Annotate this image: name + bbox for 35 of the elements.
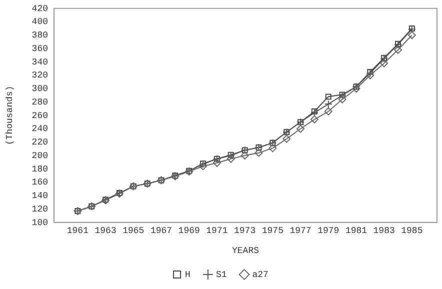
y-tick-label: 280 — [32, 97, 48, 108]
y-tick-label: 240 — [32, 124, 48, 134]
y-tick-label: 160 — [32, 178, 48, 188]
y-axis-title: (Thousands) — [4, 86, 15, 146]
x-tick-label: 1979 — [318, 226, 340, 236]
legend-label: S1 — [216, 270, 227, 280]
y-tick-label: 140 — [32, 191, 48, 202]
y-tick-label: 180 — [32, 164, 48, 174]
y-tick-label: 420 — [32, 4, 48, 14]
y-tick-label: 320 — [32, 70, 48, 81]
y-tick-label: 220 — [32, 138, 48, 148]
y-tick-label: 400 — [32, 17, 48, 28]
y-tick-label: 300 — [32, 84, 48, 94]
y-tick-label: 380 — [32, 30, 48, 41]
legend-label: a27 — [252, 270, 268, 280]
x-tick-label: 1963 — [94, 226, 116, 236]
x-tick-label: 1985 — [401, 226, 423, 236]
y-tick-label: 100 — [32, 218, 48, 228]
x-axis-title: YEARS — [232, 246, 260, 256]
x-tick-label: 1969 — [178, 226, 200, 236]
x-tick-label: 1975 — [262, 226, 284, 236]
y-tick-label: 260 — [32, 110, 48, 121]
x-tick-label: 1965 — [122, 226, 144, 236]
y-tick-label: 200 — [32, 150, 48, 161]
y-tick-label: 340 — [32, 57, 48, 68]
y-tick-label: 120 — [32, 204, 48, 214]
x-tick-label: 1981 — [345, 226, 368, 236]
x-tick-label: 1973 — [234, 226, 256, 236]
x-tick-label: 1971 — [206, 226, 228, 236]
x-tick-label: 1967 — [150, 226, 172, 236]
x-tick-label: 1983 — [373, 226, 395, 236]
legend-label: H — [185, 270, 190, 280]
x-tick-label: 1977 — [290, 226, 312, 236]
y-tick-label: 360 — [32, 44, 48, 54]
x-tick-label: 1961 — [66, 226, 88, 236]
